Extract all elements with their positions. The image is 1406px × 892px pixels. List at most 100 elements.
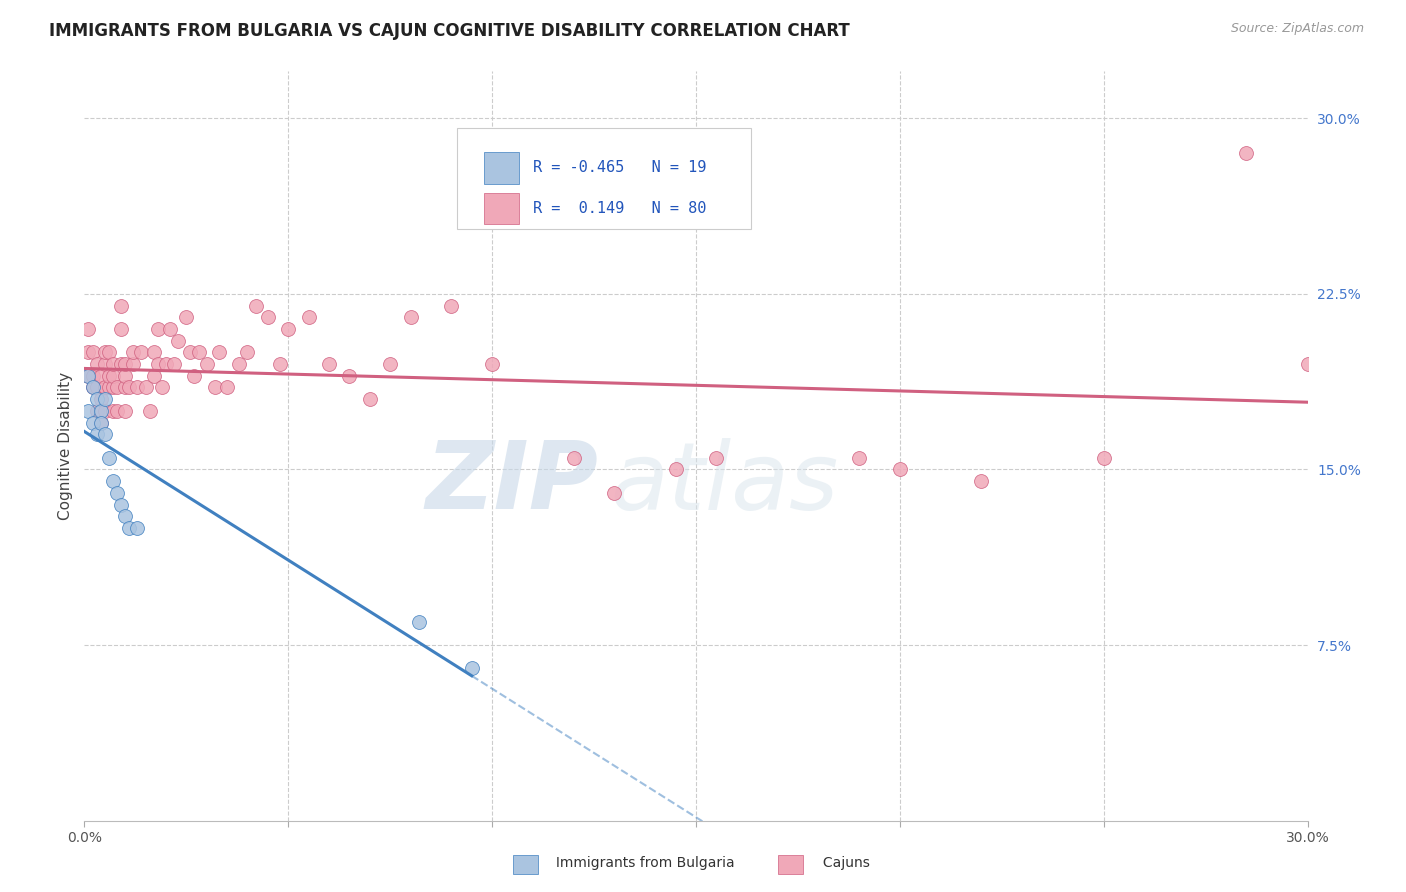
Text: Source: ZipAtlas.com: Source: ZipAtlas.com: [1230, 22, 1364, 36]
Point: [122, 345, 145, 359]
Point: [146, 322, 169, 336]
Point: [90, 416, 112, 430]
Text: ZIP: ZIP: [425, 437, 598, 530]
Point: [163, 357, 186, 371]
Point: [127, 380, 149, 394]
Point: [82, 368, 104, 383]
Point: [86, 404, 108, 418]
Point: [77, 345, 100, 359]
Text: atlas: atlas: [610, 438, 838, 529]
Point: [603, 485, 626, 500]
Point: [138, 404, 160, 418]
Point: [82, 380, 104, 394]
Point: [90, 392, 112, 407]
Point: [1092, 450, 1115, 465]
Point: [889, 462, 911, 476]
Point: [228, 357, 250, 371]
Point: [131, 345, 153, 359]
Point: [77, 322, 100, 336]
Point: [440, 298, 463, 313]
Point: [359, 392, 381, 407]
Point: [105, 380, 128, 394]
Point: [236, 345, 259, 359]
Point: [86, 380, 108, 394]
Point: [848, 450, 870, 465]
Point: [122, 357, 145, 371]
Point: [101, 368, 124, 383]
Text: Cajuns: Cajuns: [801, 856, 870, 871]
Point: [269, 357, 291, 371]
Point: [101, 474, 124, 488]
Point: [127, 521, 149, 535]
Point: [277, 322, 299, 336]
Point: [110, 357, 132, 371]
Point: [142, 368, 165, 383]
Point: [93, 392, 115, 407]
Point: [77, 404, 100, 418]
Point: [399, 310, 422, 325]
Point: [217, 380, 239, 394]
Point: [93, 345, 115, 359]
Point: [101, 404, 124, 418]
Point: [110, 298, 132, 313]
Point: [208, 345, 231, 359]
FancyBboxPatch shape: [457, 128, 751, 228]
Point: [86, 392, 108, 407]
Point: [204, 380, 226, 394]
Point: [110, 322, 132, 336]
Point: [665, 462, 688, 476]
Point: [110, 498, 132, 512]
Point: [97, 380, 120, 394]
Point: [82, 380, 104, 394]
Point: [245, 298, 267, 313]
Point: [380, 357, 402, 371]
Point: [97, 345, 120, 359]
Text: R = -0.465   N = 19: R = -0.465 N = 19: [533, 161, 707, 176]
Y-axis label: Cognitive Disability: Cognitive Disability: [58, 372, 73, 520]
Point: [105, 485, 128, 500]
Point: [118, 521, 141, 535]
Point: [82, 416, 104, 430]
Point: [77, 368, 100, 383]
Point: [155, 357, 177, 371]
Point: [146, 357, 169, 371]
Point: [318, 357, 340, 371]
Point: [114, 509, 136, 524]
Point: [93, 380, 115, 394]
Point: [150, 380, 173, 394]
Point: [257, 310, 280, 325]
Point: [114, 404, 136, 418]
Point: [82, 345, 104, 359]
Point: [135, 380, 157, 394]
FancyBboxPatch shape: [484, 152, 519, 184]
Point: [97, 450, 120, 465]
FancyBboxPatch shape: [484, 193, 519, 224]
Point: [174, 310, 197, 325]
Point: [93, 427, 115, 442]
Point: [101, 357, 124, 371]
Point: [408, 615, 430, 629]
Point: [970, 474, 993, 488]
Point: [114, 357, 136, 371]
Point: [90, 416, 112, 430]
Point: [93, 357, 115, 371]
Point: [1296, 357, 1319, 371]
Point: [167, 334, 190, 348]
Point: [77, 368, 100, 383]
Point: [90, 368, 112, 383]
Point: [183, 368, 205, 383]
Point: [142, 345, 165, 359]
Point: [298, 310, 321, 325]
Point: [159, 322, 181, 336]
Point: [105, 404, 128, 418]
Point: [114, 380, 136, 394]
Point: [114, 368, 136, 383]
Point: [461, 661, 484, 675]
Point: [187, 345, 209, 359]
Point: [195, 357, 218, 371]
Point: [93, 404, 115, 418]
Text: Immigrants from Bulgaria: Immigrants from Bulgaria: [534, 856, 735, 871]
Text: R =  0.149   N = 80: R = 0.149 N = 80: [533, 201, 707, 216]
Text: IMMIGRANTS FROM BULGARIA VS CAJUN COGNITIVE DISABILITY CORRELATION CHART: IMMIGRANTS FROM BULGARIA VS CAJUN COGNIT…: [49, 22, 851, 40]
Point: [86, 427, 108, 442]
